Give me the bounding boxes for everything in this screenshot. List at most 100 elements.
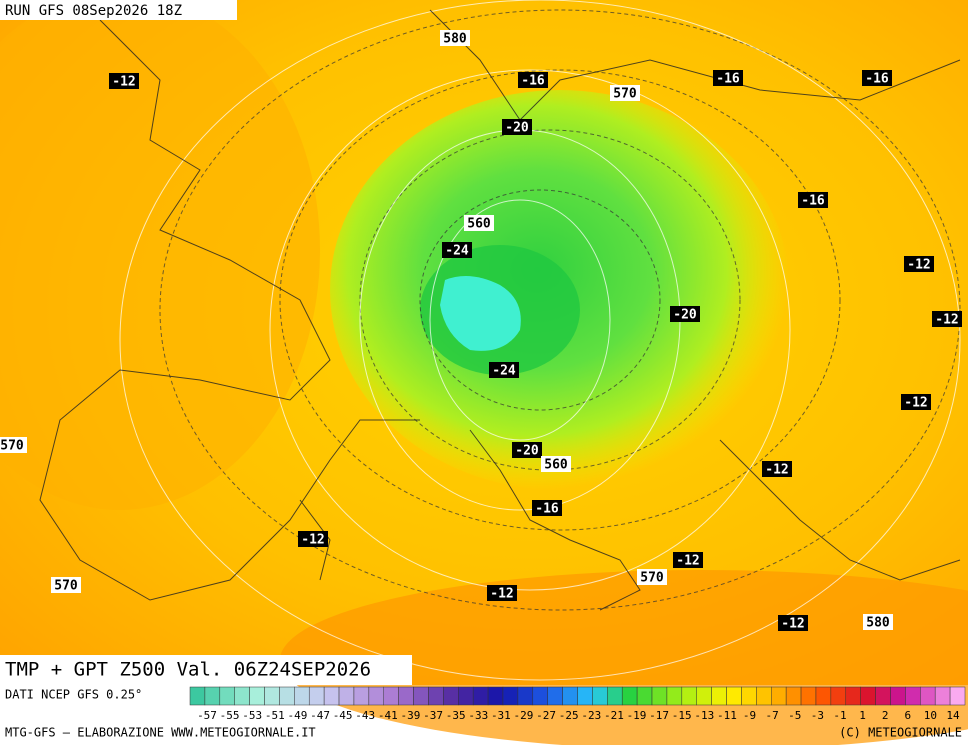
color-swatch (264, 686, 280, 706)
color-swatch (517, 686, 534, 706)
color-swatch (949, 686, 966, 706)
color-swatch (443, 686, 459, 706)
color-swatch (234, 686, 250, 706)
color-swatch (353, 686, 370, 706)
scale-label: -9 (743, 709, 756, 722)
temperature-label: -12 (935, 313, 958, 328)
height-label-box (440, 30, 470, 46)
scale-label: -23 (581, 709, 601, 722)
temperature-label: -12 (781, 617, 804, 632)
height-label: 570 (0, 439, 24, 454)
run-box (0, 0, 237, 20)
color-swatch (532, 686, 548, 706)
scale-label: -5 (788, 709, 801, 722)
color-swatch (204, 686, 221, 706)
temperature-label-box (512, 442, 542, 458)
temperature-label-box (487, 585, 517, 601)
scale-label: -17 (649, 709, 669, 722)
color-swatch (323, 686, 340, 706)
temperature-label-box (798, 192, 828, 208)
temperature-label: -12 (907, 258, 930, 273)
scale-label: -45 (333, 709, 353, 722)
color-swatch (845, 686, 861, 706)
temperature-label: -16 (535, 502, 559, 517)
temperature-label-box (670, 306, 700, 322)
color-swatch (726, 686, 742, 706)
contour-labels: 580 -12 -16 -16 -16 570 -20 -16 560 -24 -12 -20 -12 -… (0, 30, 962, 632)
scale-label: -43 (355, 709, 375, 722)
scale-label: 2 (882, 709, 889, 722)
scale-label: -51 (265, 709, 285, 722)
height-label: 580 (443, 32, 467, 47)
temperature-label: -16 (801, 194, 825, 209)
height-label: 570 (640, 571, 664, 586)
temperature-label-box (673, 552, 703, 568)
temperature-label: -16 (865, 72, 889, 87)
height-label-box (637, 569, 667, 585)
color-swatch (487, 686, 504, 706)
color-swatch (621, 686, 638, 706)
height-label-box (610, 85, 640, 101)
scale-label: -37 (423, 709, 443, 722)
color-swatch (607, 686, 623, 706)
color-swatch (472, 686, 489, 706)
temperature-label: -24 (492, 364, 516, 379)
scale-label: -25 (559, 709, 579, 722)
color-swatch (636, 686, 653, 706)
color-swatch (785, 686, 802, 706)
color-swatch (681, 686, 697, 706)
color-swatch (249, 686, 265, 706)
color-swatch (219, 686, 235, 706)
scale-label: -13 (694, 709, 714, 722)
scale-label: -53 (242, 709, 262, 722)
temperature-label-box (502, 119, 532, 135)
color-swatch (875, 686, 891, 706)
temperature-label: -12 (301, 533, 324, 548)
height-label: 560 (467, 217, 491, 232)
color-swatch (800, 686, 817, 706)
temperature-label: -20 (505, 121, 529, 136)
scale-label: 10 (924, 709, 937, 722)
color-swatch (577, 686, 593, 706)
temperature-label-box (109, 73, 139, 89)
scale-label: -3 (811, 709, 824, 722)
color-swatch (368, 686, 385, 706)
color-swatch (920, 686, 936, 706)
color-swatch (711, 686, 727, 706)
temperature-label: -12 (676, 554, 699, 569)
temperature-label: -24 (445, 244, 469, 259)
scale-label: 14 (946, 709, 960, 722)
title-box (0, 655, 412, 685)
color-swatch (294, 686, 310, 706)
color-swatch (547, 686, 563, 706)
run-info: RUN GFS 08Sep2026 18Z (5, 3, 182, 19)
temperature-label: -20 (673, 308, 697, 323)
scale-label: -27 (536, 709, 556, 722)
color-swatch (815, 686, 832, 706)
color-swatch (741, 686, 757, 706)
color-swatch (308, 686, 325, 706)
color-swatch (338, 686, 355, 706)
scale-label: 6 (904, 709, 911, 722)
height-label-box (464, 215, 494, 231)
color-swatch (934, 686, 951, 706)
height-label: 560 (544, 458, 568, 473)
color-swatch (502, 686, 519, 706)
scale-label: -33 (468, 709, 488, 722)
scale-label: -19 (627, 709, 647, 722)
height-label: 570 (613, 87, 637, 102)
temperature-label: -12 (112, 75, 135, 90)
color-swatch (562, 686, 578, 706)
height-label-box (0, 437, 27, 453)
temperature-label-box (901, 394, 931, 410)
scale-label: -21 (604, 709, 624, 722)
color-swatch (189, 686, 206, 706)
color-swatch (651, 686, 668, 706)
temperature-label-box (862, 70, 892, 86)
scale-label: -15 (672, 709, 692, 722)
temperature-label-box (778, 615, 808, 631)
color-swatch (830, 686, 847, 706)
color-swatch (458, 686, 474, 706)
